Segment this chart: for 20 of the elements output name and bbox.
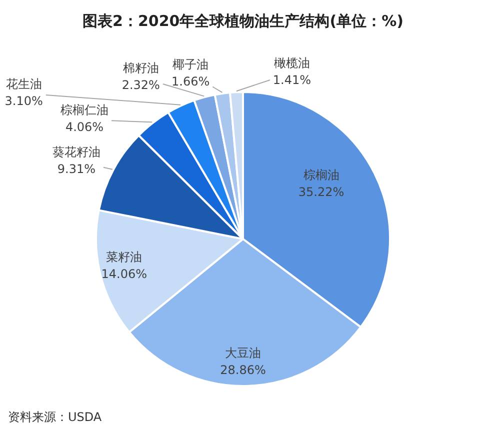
data-label: 35.22%	[298, 184, 344, 199]
slice-label: 菜籽油	[106, 250, 142, 264]
text: 资料来源：USDA	[8, 410, 102, 424]
slice-label: 葵花籽油	[52, 144, 100, 159]
data-label: 9.31%	[57, 162, 96, 176]
data-label: 1.66%	[171, 74, 210, 88]
slice-label: 棉籽油	[122, 61, 159, 76]
slice-label: 大豆油	[225, 346, 261, 360]
slice-label: 花生油	[6, 77, 42, 92]
data-label: 28.86%	[220, 363, 266, 378]
data-label: 4.06%	[65, 120, 104, 134]
slice-label: 棕榈油	[303, 168, 340, 182]
data-label: 3.10%	[4, 94, 43, 108]
data-label: 14.06%	[101, 267, 147, 282]
slice-label: 橄榄油	[274, 56, 310, 70]
data-label: 1.41%	[272, 73, 312, 88]
chart-title: 图表2：2020年全球植物油生产结构(单位：%)	[82, 12, 404, 30]
slice-label: 棕榈仁油	[60, 103, 109, 118]
data-label: 2.32%	[122, 78, 160, 92]
slice-label: 椰子油	[172, 57, 209, 72]
